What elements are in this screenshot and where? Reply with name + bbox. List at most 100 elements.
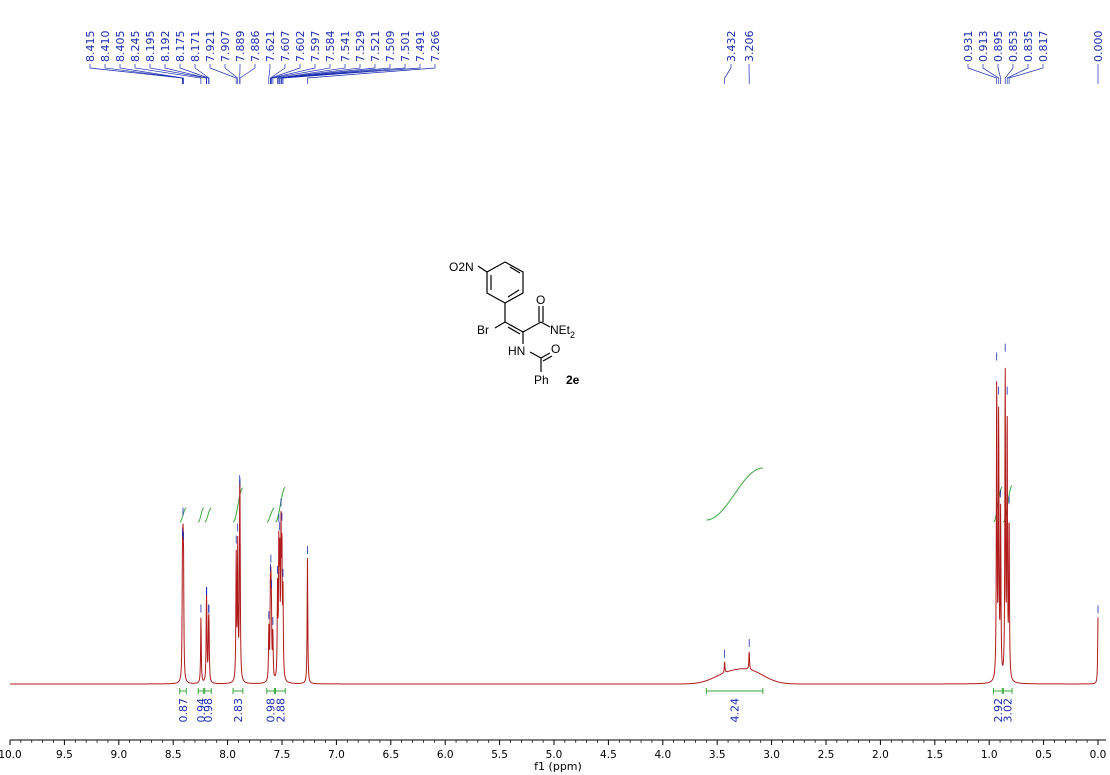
nitro-bond xyxy=(477,265,488,273)
amide-n-label: NEt2 xyxy=(550,323,575,340)
integral-value-label: 2.92 xyxy=(992,698,1005,723)
integral-curve xyxy=(232,487,243,523)
compound-id-label: 2e xyxy=(566,373,580,387)
peak-label: 7.501 xyxy=(399,31,412,63)
peak-label-leader xyxy=(967,64,998,84)
peak-label: 3.432 xyxy=(725,31,738,63)
peak-label-leader xyxy=(272,64,331,84)
peak-label: 7.621 xyxy=(264,31,277,63)
peak-label: 8.192 xyxy=(159,31,172,63)
x-tick-label: 7.5 xyxy=(274,749,291,761)
peak-label-leader xyxy=(104,64,184,84)
x-tick-label: 7.0 xyxy=(328,749,345,761)
peak-label: 0.817 xyxy=(1037,31,1050,63)
peak-label-leader xyxy=(307,64,436,84)
peak-label: 7.529 xyxy=(354,31,367,63)
peak-label-leader xyxy=(239,64,256,84)
peak-label-leader xyxy=(271,64,316,84)
x-tick-label: 1.0 xyxy=(981,749,998,761)
peak-label: 8.195 xyxy=(144,31,157,63)
peak-label-leader xyxy=(278,64,361,84)
integral-curve xyxy=(266,507,275,523)
peak-label-leader xyxy=(997,64,1001,84)
peak-label: 7.491 xyxy=(414,31,427,63)
x-tick-label: 0.5 xyxy=(1035,749,1052,761)
peak-label-leader xyxy=(724,64,732,84)
peak-label-leader xyxy=(268,64,271,84)
peak-label: 7.541 xyxy=(339,31,352,63)
peak-label: 0.913 xyxy=(977,31,990,63)
peak-label-leader xyxy=(224,64,239,84)
peak-label-leader xyxy=(279,64,376,84)
peak-label: 7.584 xyxy=(324,31,337,63)
integral-value-label: 0.98 xyxy=(202,698,215,723)
carbonyl-bond-2b xyxy=(542,355,553,362)
c-carbonyl-bond xyxy=(522,321,542,333)
x-axis: 10.0 9.5 9.0 8.5 8.0 7.5 7.0 6.5 6.0 5.5 5.0 4.5 4.0… xyxy=(0,739,1106,761)
peak-label-leader xyxy=(194,64,210,84)
x-tick-label: 2.0 xyxy=(872,749,889,761)
peak-label: 0.895 xyxy=(992,31,1005,63)
peak-label: 7.886 xyxy=(249,31,262,63)
peak-label-leader xyxy=(982,64,1000,84)
integral-value-label: 2.88 xyxy=(274,698,287,723)
integral-value-label: 3.02 xyxy=(1002,698,1015,723)
peak-label-leader xyxy=(164,64,208,84)
peak-label-leader xyxy=(1006,64,1029,84)
amide-n-bond xyxy=(540,321,551,328)
peak-label-leader xyxy=(1008,64,1044,84)
peak-label-leader xyxy=(1004,64,1014,84)
phenyl-label: Ph xyxy=(534,373,549,387)
x-tick-label: 8.5 xyxy=(165,749,182,761)
x-tick-label: 5.5 xyxy=(491,749,508,761)
x-tick-label: 3.0 xyxy=(763,749,780,761)
ring-double-bond-1 xyxy=(509,266,521,274)
c-br-bond xyxy=(494,321,506,329)
peak-label: 8.171 xyxy=(189,31,202,63)
peak-label: 7.602 xyxy=(294,31,307,63)
peak-label-leader xyxy=(270,64,286,84)
integral-bracket-group: 0.87 0.940.98 2.83 0.982.88 4.24 2.923.02 xyxy=(177,688,1015,723)
integral-value-label: 2.83 xyxy=(232,698,245,723)
peak-label: 0.835 xyxy=(1022,31,1035,63)
integral-value-label: 4.24 xyxy=(729,698,742,723)
spectrum-line xyxy=(10,367,1099,685)
peak-label-group: 8.415 8.410 8.405 8.245 8.195 8.192 8.175 8.171… xyxy=(84,31,1105,84)
x-tick-label: 1.5 xyxy=(926,749,943,761)
peak-label-leader xyxy=(270,64,301,84)
peak-label: 8.245 xyxy=(129,31,142,63)
x-tick-label: 6.0 xyxy=(437,749,454,761)
peak-label: 0.000 xyxy=(1092,31,1105,63)
peak-label-leader xyxy=(277,64,346,84)
peak-label: 8.405 xyxy=(114,31,127,63)
integral-curve xyxy=(198,507,204,523)
x-tick-label: 5.0 xyxy=(546,749,563,761)
nh-label: HN xyxy=(508,344,525,358)
x-axis-label: f1 (ppm) xyxy=(534,760,582,773)
x-tick-label: 9.5 xyxy=(56,749,73,761)
peak-label: 3.206 xyxy=(743,31,756,63)
integral-curve xyxy=(706,467,763,521)
peak-label-leader xyxy=(179,64,209,84)
x-tick-label: 6.5 xyxy=(382,749,399,761)
peak-label: 7.607 xyxy=(279,31,292,63)
peak-label: 7.509 xyxy=(384,31,397,63)
nitro-label: O2N xyxy=(449,260,474,274)
integral-value-label: 0.87 xyxy=(177,698,190,723)
carbonyl-o2-label: O xyxy=(551,342,560,356)
integral-curve xyxy=(204,507,212,523)
peak-label-leader xyxy=(119,64,184,84)
peak-label: 7.889 xyxy=(234,31,247,63)
peak-label-leader xyxy=(134,64,202,84)
peak-label: 7.921 xyxy=(204,31,217,63)
integral-curve xyxy=(275,486,286,523)
peak-label: 0.931 xyxy=(962,31,975,63)
chemical-structure-labels: O2N Br O NEt2 HN O Ph 2e xyxy=(449,260,580,387)
x-tick-label: 10.0 xyxy=(0,749,22,761)
vinyl-double-bond xyxy=(504,321,524,333)
x-tick-label: 4.0 xyxy=(654,749,671,761)
x-tick-label: 2.5 xyxy=(818,749,835,761)
peak-label-leader xyxy=(282,64,421,84)
peak-label: 7.266 xyxy=(429,31,442,63)
